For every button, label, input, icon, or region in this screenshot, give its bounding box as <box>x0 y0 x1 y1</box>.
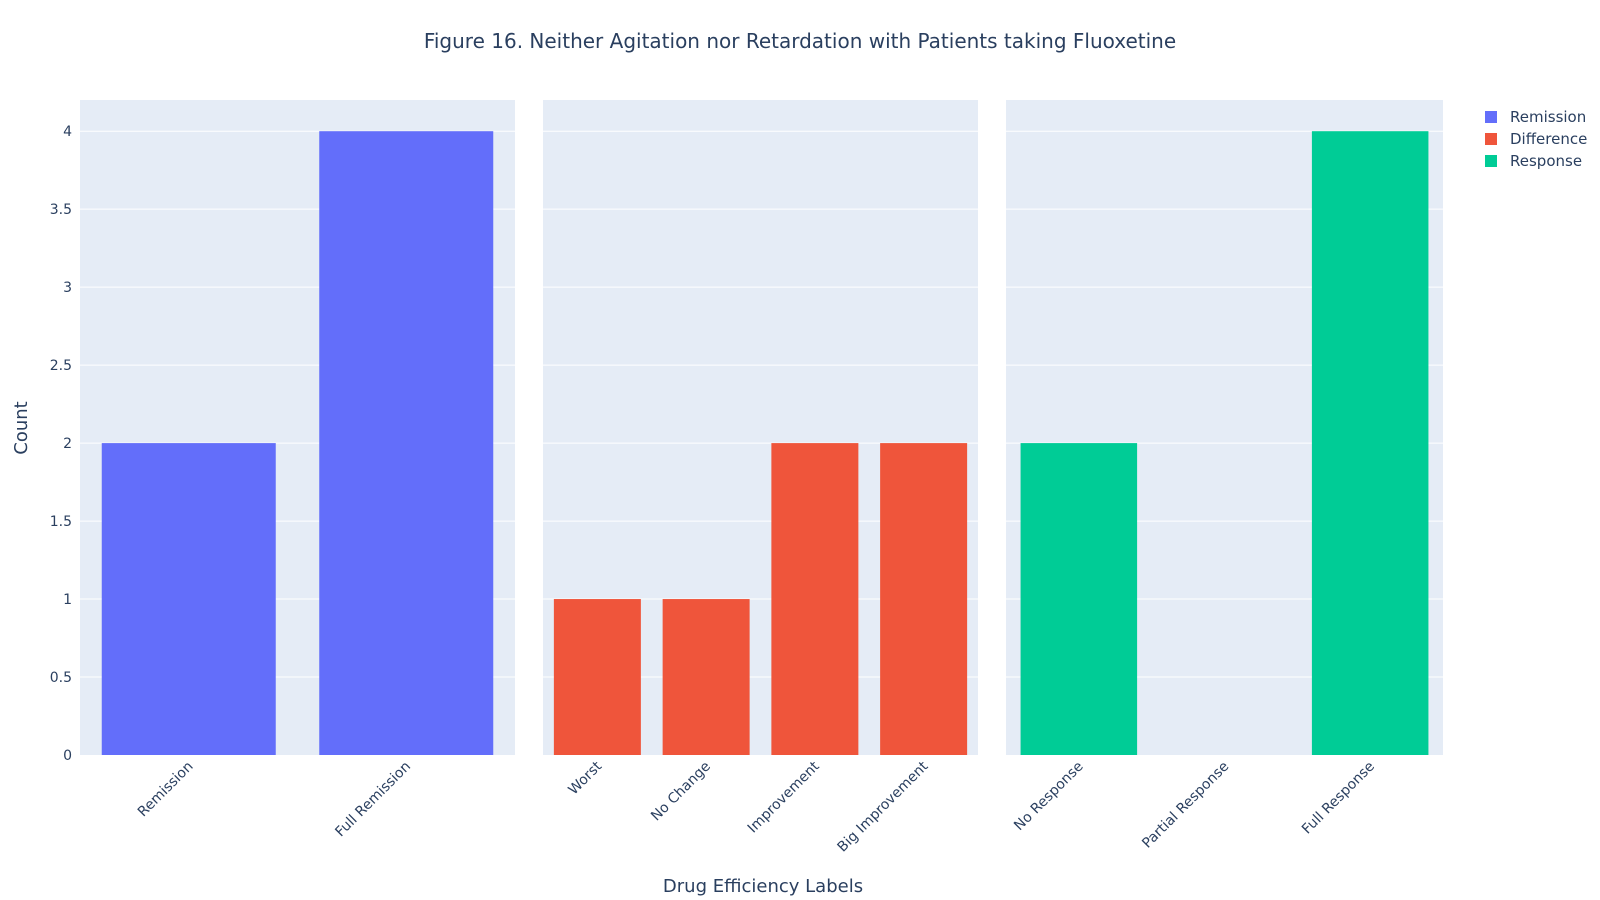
subplot-panels: 0 0.5 1 1.5 2 2.5 3 3.5 4 Remission Full Remission… <box>50 100 1443 855</box>
bar[interactable] <box>553 599 641 755</box>
legend-swatch <box>1485 133 1497 145</box>
chart-title: Figure 16. Neither Agitation nor Retarda… <box>424 29 1176 53</box>
legend-item[interactable]: Response <box>1485 152 1582 170</box>
x-tick-label: No Response <box>1011 759 1086 834</box>
bar[interactable] <box>1020 443 1138 755</box>
y-tick-label: 0 <box>63 748 72 764</box>
bar[interactable] <box>101 443 276 755</box>
x-tick-label: No Change <box>648 759 714 825</box>
subplot-difference: Worst No Change Improvement Big Improvement <box>543 100 978 855</box>
subplot-response: No Response Partial Response Full Response <box>1006 100 1443 852</box>
x-axis-title: Drug Efficiency Labels <box>663 876 863 897</box>
y-tick-label: 4 <box>63 124 72 140</box>
y-tick-label: 3.5 <box>50 202 72 218</box>
legend-item[interactable]: Remission <box>1485 108 1586 126</box>
bar[interactable] <box>319 131 494 755</box>
x-tick-label: Full Remission <box>332 759 414 841</box>
bar[interactable] <box>771 443 859 755</box>
bar[interactable] <box>662 599 750 755</box>
y-tick-label: 2.5 <box>50 358 72 374</box>
y-tick-label: 0.5 <box>50 670 72 686</box>
legend-swatch <box>1485 111 1497 123</box>
subplot-remission: 0 0.5 1 1.5 2 2.5 3 3.5 4 Remission Full Remission <box>50 100 515 840</box>
y-axis-title: Count <box>11 401 32 454</box>
y-tick-label: 1.5 <box>50 514 72 530</box>
bar[interactable] <box>880 443 968 755</box>
legend-label: Remission <box>1510 108 1586 126</box>
bar[interactable] <box>1311 131 1429 755</box>
legend-swatch <box>1485 155 1497 167</box>
x-tick-label: Big Improvement <box>835 758 932 855</box>
y-tick-label: 3 <box>63 280 72 296</box>
legend-item[interactable]: Difference <box>1485 130 1587 148</box>
x-tick-label: Full Response <box>1299 759 1378 838</box>
y-tick-label: 2 <box>63 436 72 452</box>
x-tick-label: Partial Response <box>1139 759 1232 852</box>
legend[interactable]: Remission Difference Response <box>1485 108 1587 170</box>
x-tick-label: Remission <box>135 759 197 821</box>
legend-label: Response <box>1510 152 1582 170</box>
x-tick-label: Improvement <box>745 758 823 836</box>
y-tick-label: 1 <box>63 592 72 608</box>
x-tick-label: Worst <box>566 758 606 798</box>
legend-label: Difference <box>1510 130 1587 148</box>
